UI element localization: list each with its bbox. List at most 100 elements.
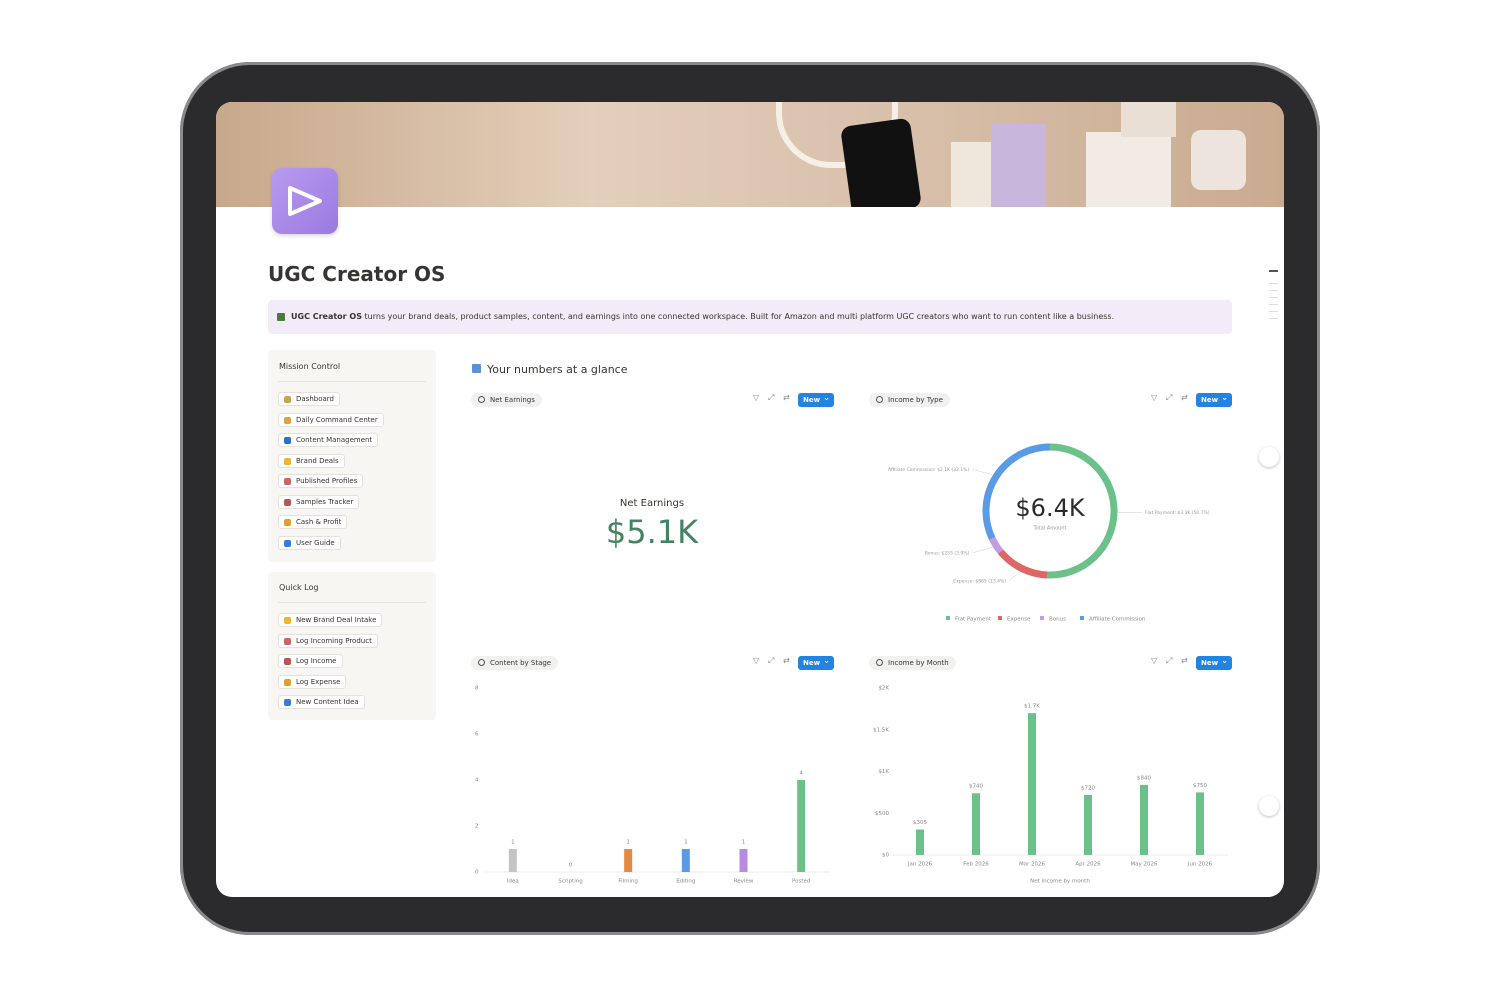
sidebar-link[interactable]: New Content Idea (278, 695, 365, 709)
data-label: 1 (742, 840, 746, 846)
slice-label: Bonus: $255 (3.9%) (925, 550, 970, 556)
x-tick-label: Jan 2026 (907, 862, 933, 868)
bar (1028, 713, 1036, 855)
callout-bold: UGC Creator OS (291, 312, 362, 321)
view-tab[interactable]: Net Earnings (471, 393, 542, 407)
x-axis-title: Net income by month (1030, 879, 1090, 885)
view-tab-text: Net Earnings (490, 396, 535, 404)
data-label: 4 (799, 771, 803, 777)
sidebar-link-text: Samples Tracker (296, 497, 354, 506)
outline-marker (1269, 311, 1278, 312)
view-tab-text: Income by Month (888, 659, 949, 667)
new-button[interactable]: New ⌄ (1196, 656, 1232, 670)
bar (972, 793, 980, 855)
legend-label: Affiliate Commission (1089, 617, 1146, 623)
view-tool[interactable]: ▽ (1151, 393, 1158, 402)
sidebar-link[interactable]: Log Incoming Product (278, 633, 378, 648)
outline-marker (1269, 318, 1278, 319)
sidebar-heading: Mission Control (279, 362, 340, 371)
sidebar-link[interactable]: Daily Command Center (278, 412, 384, 427)
bar (681, 849, 690, 872)
cover-image (216, 102, 1284, 207)
data-label: $720 (1081, 785, 1095, 791)
x-tick-label: Idea (507, 879, 519, 885)
y-tick-label: 4 (475, 778, 479, 784)
outline-marker (1269, 304, 1278, 305)
x-tick-label: Jun 2026 (1187, 862, 1213, 868)
y-tick-label: $1.5K (873, 727, 889, 733)
sidebar-heading-text: Mission Control (279, 362, 341, 371)
view-tool[interactable]: ⇄ (783, 656, 790, 665)
view-tool[interactable]: ▽ (753, 393, 760, 402)
sidebar-link[interactable]: User Guide (278, 535, 341, 550)
callout-body: turns your brand deals, product samples,… (361, 312, 1115, 321)
icon-glyph (288, 186, 322, 216)
view-tool[interactable]: ⤢ (1166, 656, 1173, 665)
x-tick-label: Scripting (558, 879, 582, 885)
y-tick-label: $1K (878, 769, 889, 775)
bar (624, 849, 633, 872)
new-button[interactable]: New ⌄ (798, 393, 834, 407)
y-tick-label: $0 (882, 853, 889, 859)
data-label: $740 (969, 784, 983, 790)
sidebar-link[interactable]: New Brand Deal Intake (278, 613, 383, 627)
comment-button[interactable] (1259, 796, 1279, 816)
outline-marker (1269, 297, 1278, 298)
x-tick-label: Mar 2026 (1019, 862, 1046, 868)
view-tool[interactable]: ▽ (1151, 656, 1158, 665)
x-tick-label: Feb 2026 (963, 862, 989, 868)
sidebar-link[interactable]: Samples Tracker (278, 494, 360, 509)
view-tool[interactable]: ⇄ (1181, 393, 1188, 402)
data-label: $305 (913, 820, 927, 826)
data-label: $750 (1193, 783, 1207, 789)
view-tool[interactable]: ▽ (753, 656, 760, 665)
bar (916, 829, 924, 855)
new-button[interactable]: New ⌄ (1196, 393, 1232, 407)
view-tool[interactable]: ⇄ (783, 393, 790, 402)
y-tick-label: 2 (475, 824, 479, 830)
view-tab[interactable]: Income by Month (869, 656, 956, 670)
legend-label: Flat Payment (955, 617, 992, 623)
bar (1084, 794, 1092, 855)
section-title-text: Your numbers at a glance (487, 363, 628, 376)
view-tool[interactable]: ⇄ (1181, 656, 1188, 665)
sidebar-link-text: Content Management (296, 436, 373, 444)
outline-marker (1269, 283, 1278, 284)
x-tick-label: Editing (676, 879, 695, 885)
new-button-text: New (803, 396, 821, 404)
view-tab[interactable]: Content by Stage (471, 656, 559, 670)
chevron: ⌄ (1221, 393, 1228, 402)
sidebar-link[interactable]: Dashboard (278, 392, 340, 406)
legend-swatch (946, 616, 950, 620)
sidebar-link[interactable]: Cash & Profit (278, 515, 348, 529)
new-button-text: New (803, 659, 821, 667)
sidebar-link-text: Log Incoming Product (296, 636, 372, 645)
sidebar-link[interactable]: Brand Deals (278, 453, 345, 468)
chevron: ⌄ (823, 656, 830, 665)
sidebar-link-text: Brand Deals (296, 456, 339, 465)
new-button[interactable]: New ⌄ (798, 656, 834, 670)
x-tick-label: May 2026 (1130, 862, 1158, 868)
leader-line (1008, 571, 1020, 582)
x-tick-label: Filming (618, 879, 638, 885)
slice-label: Affiliate Commission: $2.1K (32.1%) (888, 467, 970, 473)
sidebar-link[interactable]: Published Profiles (278, 474, 364, 488)
slice-label: Flat Payment: $3.3K (50.7%) (1145, 510, 1210, 516)
view-tool[interactable]: ⤢ (768, 393, 775, 402)
data-label: $840 (1137, 775, 1151, 781)
sidebar-link-text: Cash & Profit (296, 518, 342, 526)
view-tool[interactable]: ⤢ (1166, 393, 1173, 402)
sidebar-link-text: New Brand Deal Intake (296, 616, 377, 624)
sidebar-link[interactable]: Content Management (278, 433, 379, 447)
comment-button[interactable] (1259, 447, 1279, 467)
sidebar-link[interactable]: Log Income (278, 654, 343, 668)
view-tool[interactable]: ⤢ (768, 656, 775, 665)
view-tab-text: Content by Stage (490, 659, 552, 667)
new-button-text: New (1201, 396, 1219, 404)
view-tab[interactable]: Income by Type (869, 393, 950, 407)
divider (278, 602, 426, 603)
sidebar-link[interactable]: Log Expense (278, 674, 347, 689)
bar (797, 780, 806, 872)
leader-line (972, 469, 993, 475)
x-tick-label: Review (734, 879, 754, 885)
